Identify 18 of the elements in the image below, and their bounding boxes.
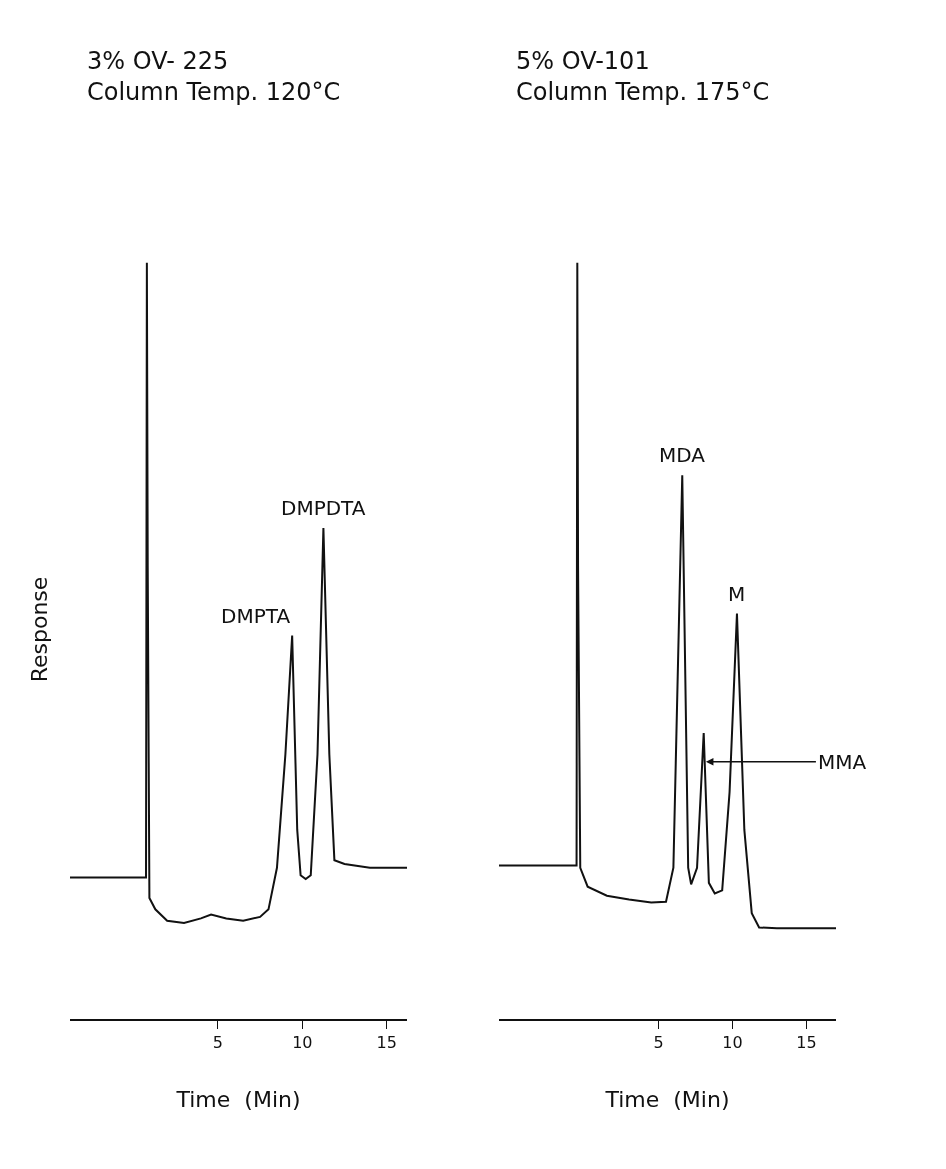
annotation: DMPTA	[221, 604, 291, 628]
y-axis-title: Response	[26, 576, 52, 683]
x-tick-label: 5	[212, 1033, 223, 1053]
chart-title: 5% OV-101	[516, 47, 650, 75]
x-tick-label: 15	[796, 1033, 817, 1053]
chart-subtitle: Column Temp. 120°C	[87, 78, 341, 107]
annotation: DMPDTA	[281, 496, 366, 520]
annotation: MDA	[659, 443, 706, 467]
x-tick-label: 10	[722, 1033, 743, 1053]
chart-title: 3% OV- 225	[87, 47, 229, 75]
annotation: MMA	[818, 750, 867, 774]
chart-subtitle: Column Temp. 175°C	[516, 78, 770, 107]
x-tick-label: 10	[292, 1033, 313, 1053]
x-tick-label: 15	[376, 1033, 397, 1053]
x-axis-title: Time (Min)	[175, 1086, 301, 1112]
x-tick-label: 5	[653, 1033, 664, 1053]
annotation: M	[728, 582, 746, 606]
x-axis-title: Time (Min)	[604, 1086, 730, 1112]
